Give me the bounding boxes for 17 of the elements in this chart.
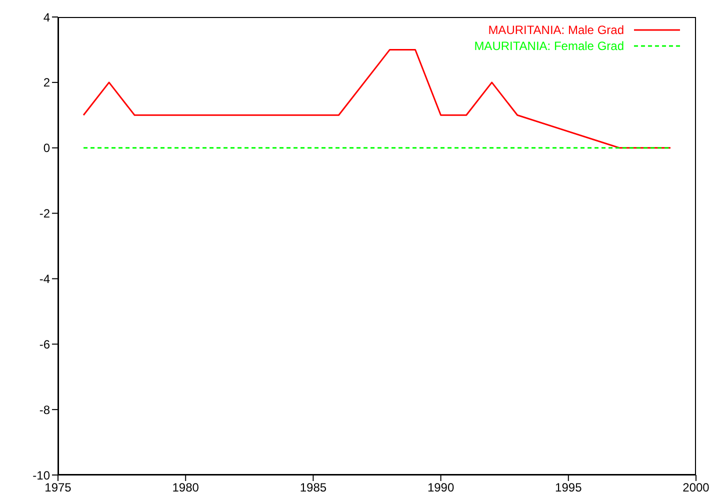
legend-label: MAURITANIA: Male Grad — [488, 23, 624, 37]
y-tick-label: -4 — [39, 272, 50, 286]
legend-label: MAURITANIA: Female Grad — [474, 39, 624, 53]
y-tick-label: 4 — [43, 10, 50, 24]
x-tick-label: 1985 — [300, 480, 327, 495]
y-tick-label: -8 — [39, 402, 50, 417]
x-tick-label: 1980 — [172, 480, 200, 495]
x-tick-label: 1995 — [555, 480, 582, 495]
y-tick-label: -2 — [39, 206, 50, 221]
y-tick-label: 2 — [43, 76, 50, 90]
y-tick-label: 0 — [43, 141, 50, 156]
y-tick-label: -10 — [32, 468, 50, 482]
x-tick-label: 1990 — [427, 480, 454, 495]
x-tick-label: 2000 — [682, 480, 710, 495]
y-tick-label: -6 — [39, 337, 50, 352]
x-tick-label: 1975 — [44, 480, 72, 495]
line-series — [82, 48, 672, 149]
